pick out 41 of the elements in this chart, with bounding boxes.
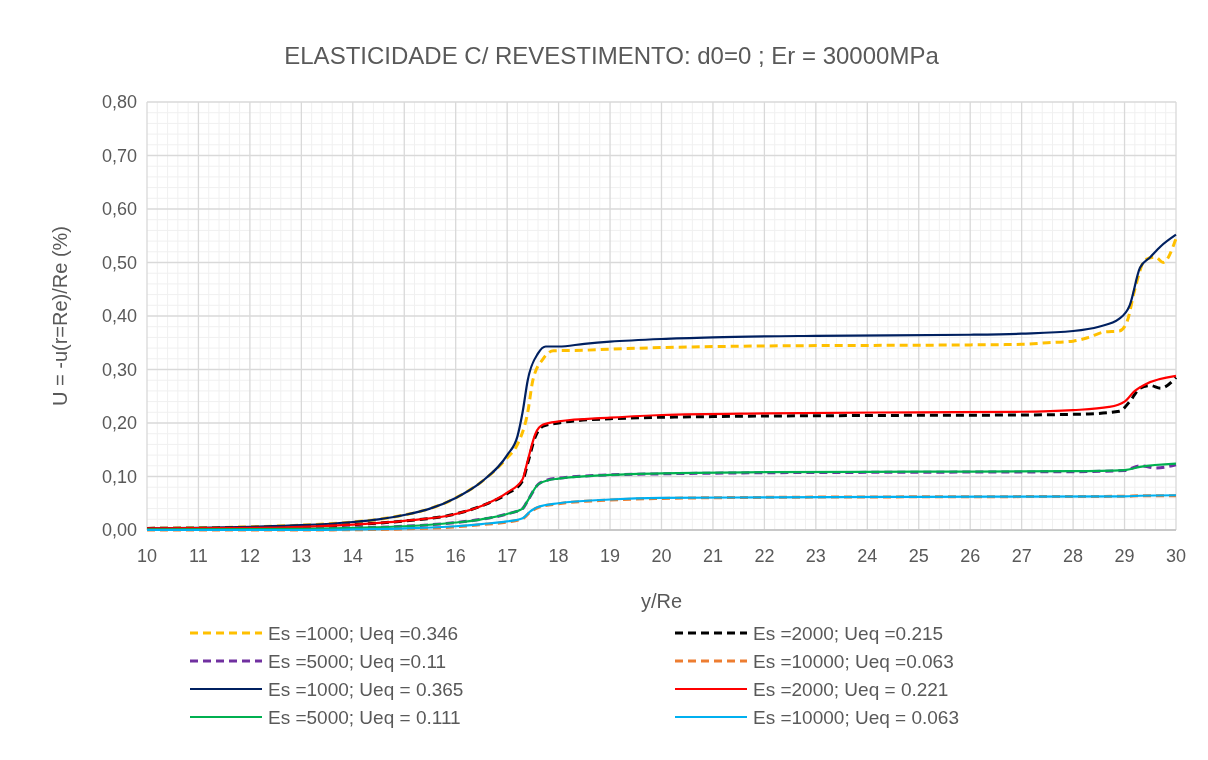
x-tick-label: 21 <box>702 546 723 566</box>
x-tick-label: 15 <box>394 546 415 566</box>
x-tick-label: 17 <box>497 546 518 566</box>
y-tick-label: 0,10 <box>101 466 137 487</box>
legend-label: Es =1000; Ueq =0.346 <box>268 623 459 644</box>
legend-label: Es =1000; Ueq = 0.365 <box>268 679 464 700</box>
x-tick-label: 12 <box>239 546 260 566</box>
y-tick-label: 0,80 <box>101 92 137 112</box>
x-tick-label: 10 <box>136 546 158 566</box>
x-tick-label: 29 <box>1114 546 1135 566</box>
x-tick-label: 24 <box>857 546 878 566</box>
legend-label: Es =5000; Ueq = 0.111 <box>268 707 461 728</box>
x-axis-title: y/Re <box>640 590 683 612</box>
x-tick-label: 23 <box>805 546 826 566</box>
x-tick-label: 16 <box>445 546 466 566</box>
x-tick-label: 19 <box>600 546 621 566</box>
y-tick-label: 0,00 <box>101 520 137 540</box>
x-tick-label: 27 <box>1011 546 1032 566</box>
legend-label: Es =2000; Ueq = 0.221 <box>753 679 949 700</box>
legend-label: Es =5000; Ueq =0.11 <box>268 651 447 672</box>
x-tick-label: 18 <box>548 546 569 566</box>
y-axis-title: U = -u(r=Re)/Re (%) <box>49 225 71 407</box>
y-tick-label: 0,30 <box>101 359 137 380</box>
x-tick-label: 25 <box>908 546 929 566</box>
x-tick-label: 13 <box>291 546 312 566</box>
legend-label: Es =2000; Ueq =0.215 <box>753 623 944 644</box>
y-tick-label: 0,60 <box>101 199 137 219</box>
x-tick-label: 14 <box>342 546 363 566</box>
x-tick-label: 26 <box>960 546 981 566</box>
x-tick-label: 22 <box>754 546 775 566</box>
y-tick-label: 0,70 <box>101 145 137 166</box>
x-tick-label: 11 <box>189 546 208 566</box>
y-tick-label: 0,40 <box>101 306 137 326</box>
y-tick-label: 0,20 <box>101 413 137 433</box>
x-tick-label: 20 <box>651 546 672 566</box>
legend-label: Es =10000; Ueq =0.063 <box>753 651 954 672</box>
x-tick-label: 30 <box>1165 546 1187 566</box>
legend-label: Es =10000; Ueq = 0.063 <box>753 707 959 728</box>
y-tick-label: 0,50 <box>101 252 137 273</box>
chart-title: ELASTICIDADE C/ REVESTIMENTO: d0=0 ; Er = 30000MPa <box>284 42 940 69</box>
x-tick-label: 28 <box>1063 546 1084 566</box>
